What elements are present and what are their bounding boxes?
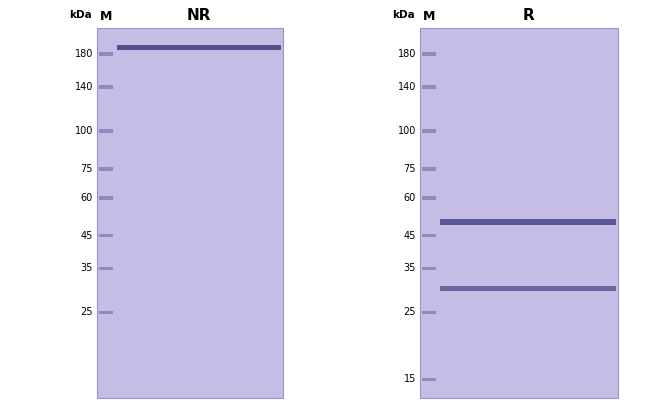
Text: R: R xyxy=(522,8,534,23)
Bar xyxy=(422,52,436,56)
Bar xyxy=(97,28,283,398)
Bar xyxy=(99,234,113,238)
Bar xyxy=(99,167,113,171)
Text: 25: 25 xyxy=(81,307,93,317)
Bar xyxy=(422,311,436,314)
Text: 180: 180 xyxy=(398,49,416,59)
Text: kDa: kDa xyxy=(392,10,415,20)
Bar xyxy=(99,85,113,89)
Text: NR: NR xyxy=(187,8,211,23)
Bar xyxy=(422,196,436,200)
Bar xyxy=(99,267,113,270)
Text: M: M xyxy=(422,10,436,23)
Text: 35: 35 xyxy=(81,263,93,273)
Bar xyxy=(117,45,281,50)
Text: M: M xyxy=(100,10,112,23)
Bar xyxy=(440,218,616,225)
Text: 75: 75 xyxy=(404,164,416,174)
Bar xyxy=(422,85,436,89)
Text: 35: 35 xyxy=(404,263,416,273)
Bar xyxy=(422,129,436,133)
Bar xyxy=(422,167,436,171)
Text: 140: 140 xyxy=(75,82,93,92)
Bar xyxy=(99,196,113,200)
Bar xyxy=(422,234,436,238)
Text: 15: 15 xyxy=(404,374,416,384)
Text: 60: 60 xyxy=(404,193,416,203)
Text: 180: 180 xyxy=(75,49,93,59)
Text: 45: 45 xyxy=(404,230,416,240)
Text: 25: 25 xyxy=(404,307,416,317)
Text: kDa: kDa xyxy=(69,10,92,20)
Bar xyxy=(99,52,113,56)
Text: 100: 100 xyxy=(75,126,93,136)
Bar xyxy=(440,286,616,291)
Text: 75: 75 xyxy=(81,164,93,174)
Bar xyxy=(420,28,618,398)
Text: 45: 45 xyxy=(81,230,93,240)
Bar xyxy=(99,129,113,133)
Bar xyxy=(422,267,436,270)
Text: 60: 60 xyxy=(81,193,93,203)
Bar xyxy=(99,311,113,314)
Text: 100: 100 xyxy=(398,126,416,136)
Text: 140: 140 xyxy=(398,82,416,92)
Bar xyxy=(422,378,436,381)
